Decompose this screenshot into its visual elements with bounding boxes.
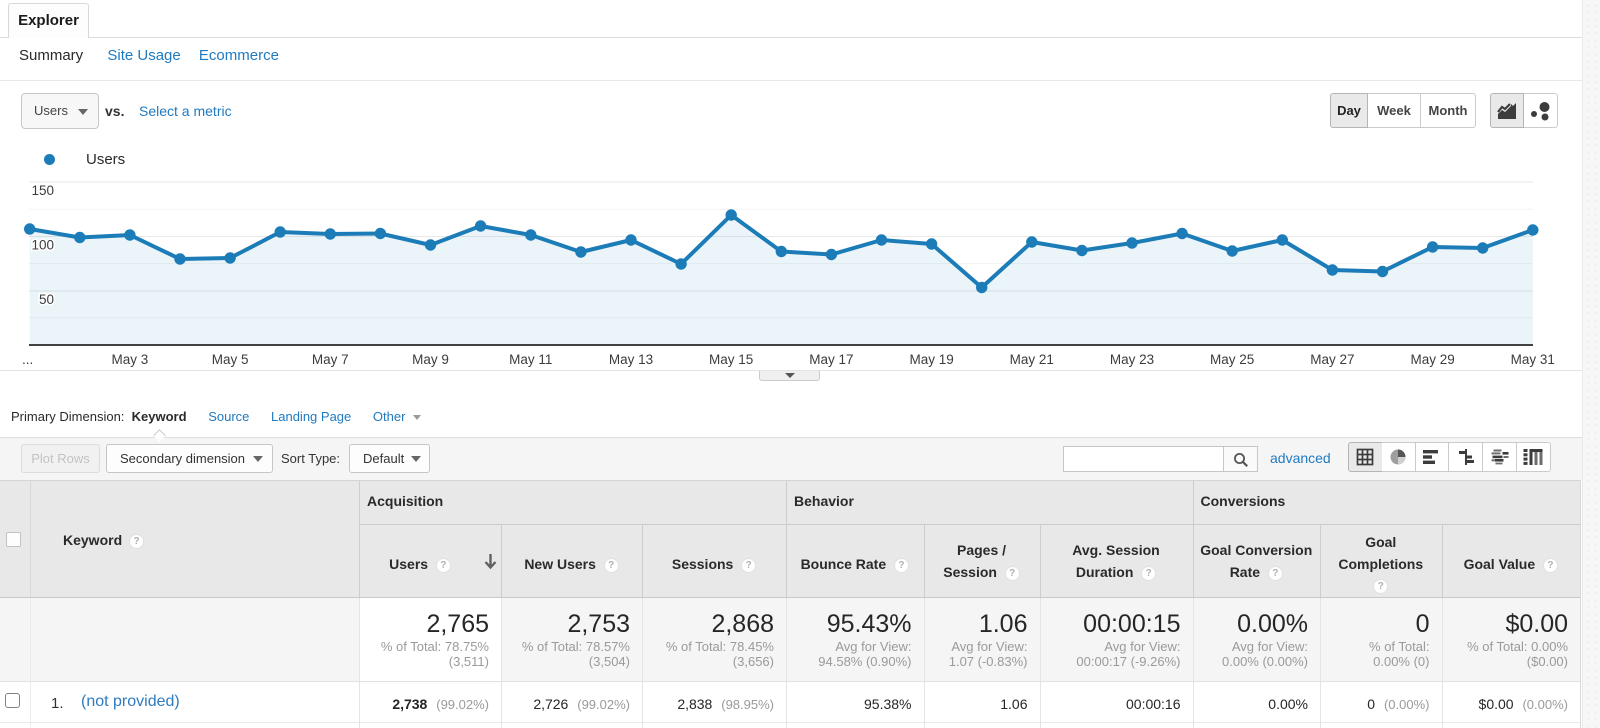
svg-text:May 27: May 27 [1310,352,1354,367]
svg-text:100: 100 [31,238,54,253]
svg-text:May 13: May 13 [609,352,653,367]
svg-text:May 15: May 15 [709,352,753,367]
svg-text:May 3: May 3 [112,352,149,367]
svg-text:...: ... [22,352,33,367]
svg-text:May 23: May 23 [1110,352,1154,367]
svg-text:May 9: May 9 [412,352,449,367]
svg-text:May 25: May 25 [1210,352,1254,367]
svg-text:May 11: May 11 [509,352,552,367]
svg-text:May 19: May 19 [909,352,953,367]
svg-text:150: 150 [31,183,54,198]
svg-text:May 31: May 31 [1511,352,1555,367]
svg-text:May 7: May 7 [312,352,349,367]
svg-text:May 5: May 5 [212,352,249,367]
svg-text:May 29: May 29 [1410,352,1454,367]
svg-text:May 17: May 17 [809,352,853,367]
svg-text:50: 50 [39,292,54,307]
svg-text:May 21: May 21 [1010,352,1054,367]
